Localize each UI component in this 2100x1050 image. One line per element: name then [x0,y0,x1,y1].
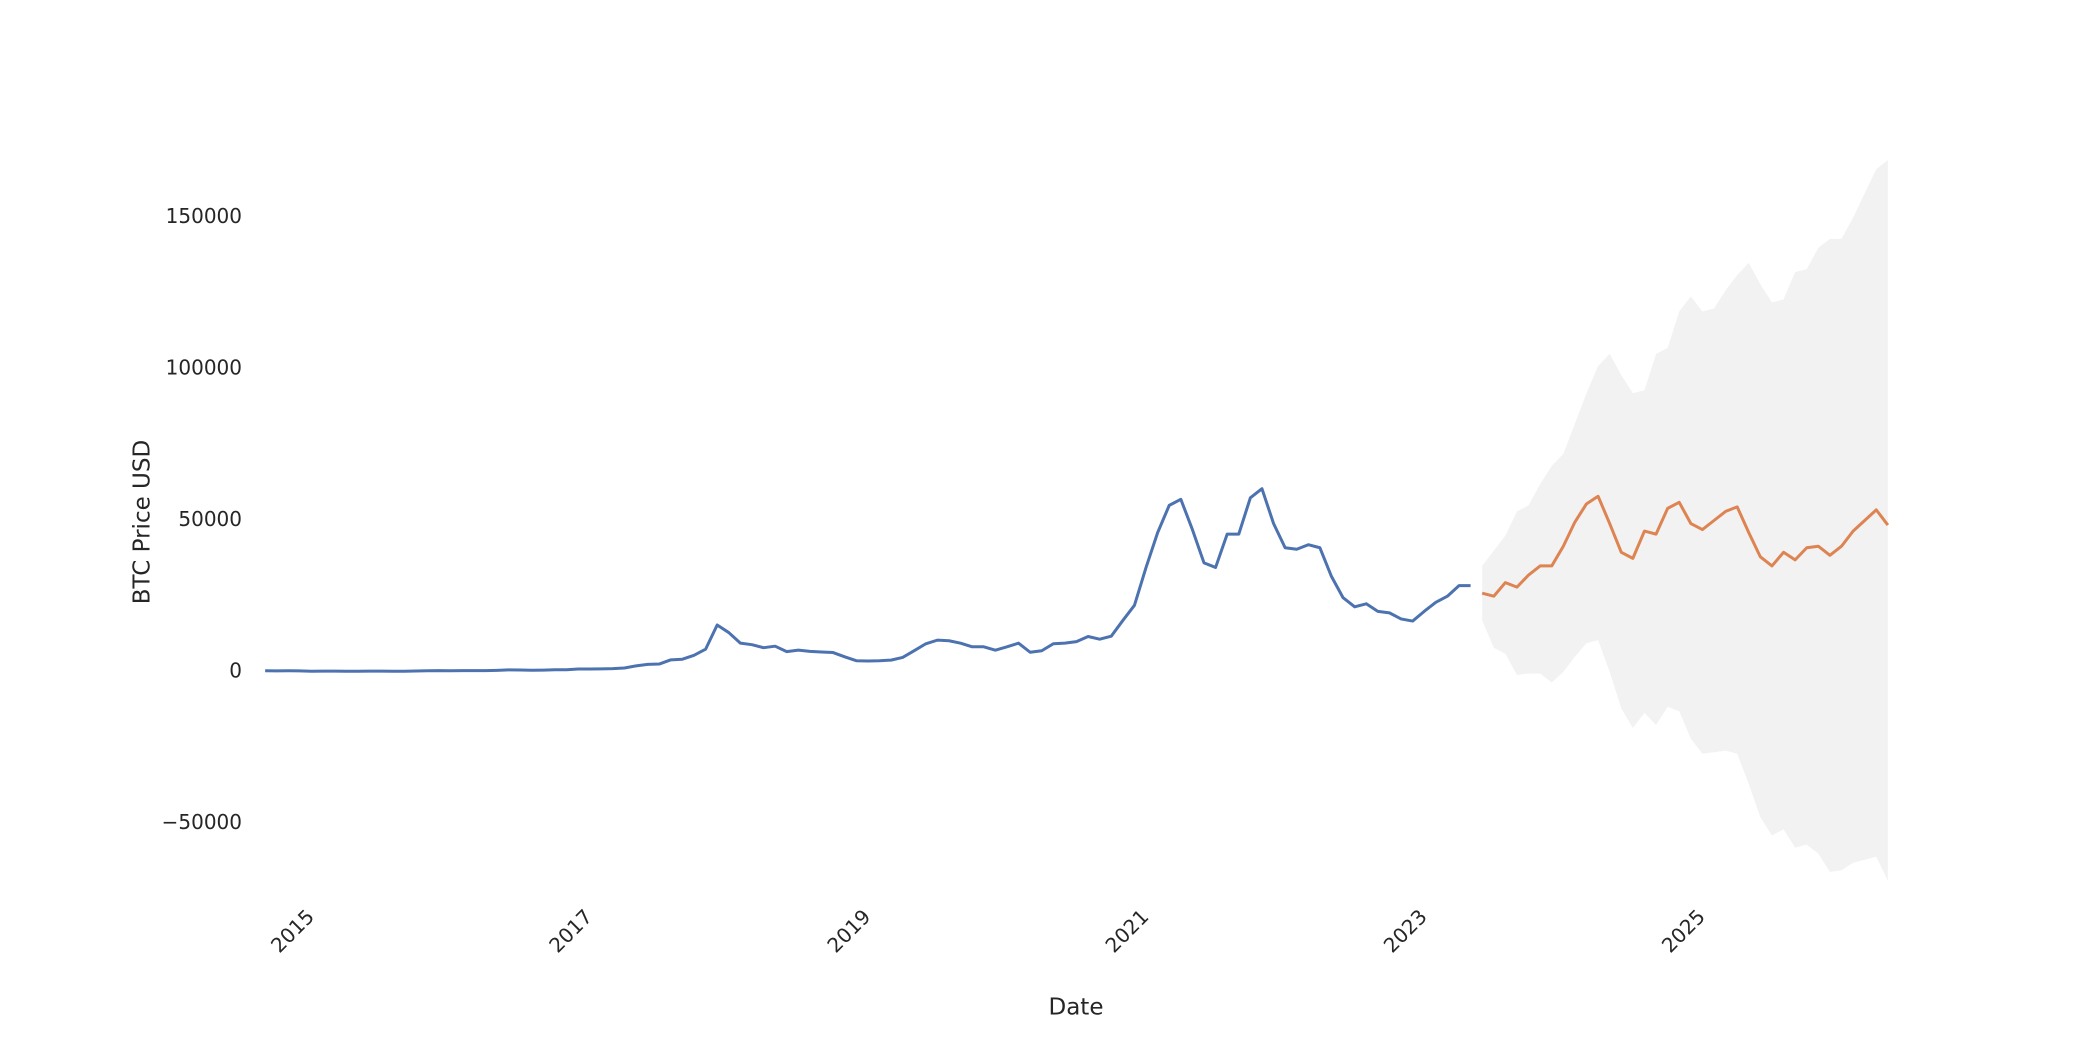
x-tick-label: 2015 [266,904,319,957]
x-axis-label: Date [1049,995,1104,1021]
confidence-band [1482,160,1888,881]
x-tick-label: 2017 [544,904,597,957]
y-tick-label: 100000 [166,356,242,380]
x-tick-label: 2019 [822,904,875,957]
y-axis-label: BTC Price USD [130,440,156,604]
y-tick-label: 0 [229,658,242,682]
x-tick-label: 2021 [1101,904,1154,957]
series-line [265,487,1471,673]
y-tick-label: 150000 [166,204,242,228]
x-tick-label: 2025 [1657,904,1710,957]
y-tick-label: −50000 [162,810,242,834]
x-tick-label: 2023 [1379,904,1432,957]
series-line [1481,494,1890,598]
y-tick-label: 50000 [178,507,242,531]
